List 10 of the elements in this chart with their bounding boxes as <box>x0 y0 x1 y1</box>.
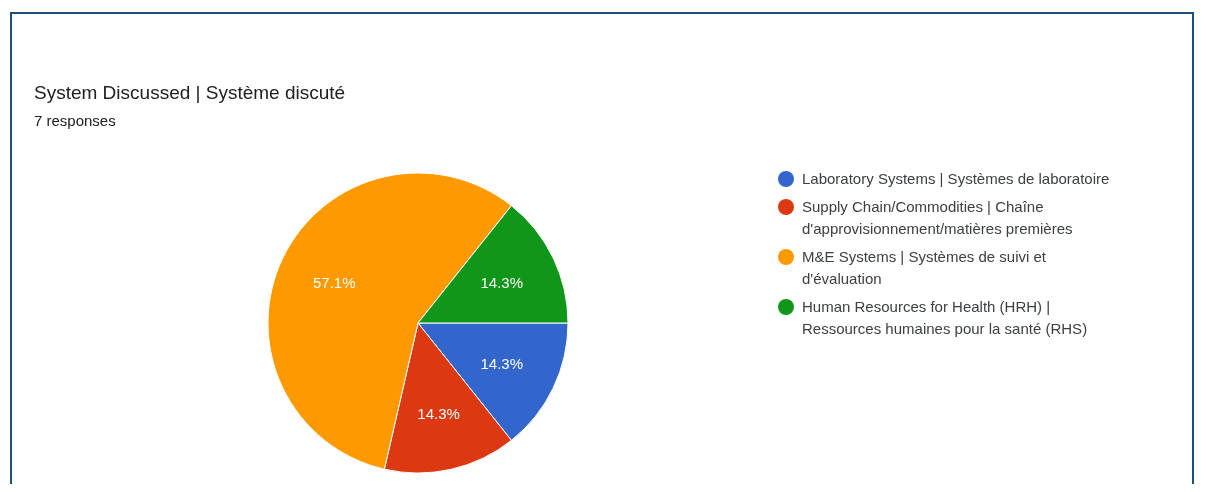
data-label: 14.3% <box>417 405 460 423</box>
legend-label: Supply Chain/Commodities | Chaîne d'approvisionnement/matières premières <box>802 197 1074 239</box>
data-label: 14.3% <box>480 354 524 372</box>
text: 7 responses <box>34 112 116 129</box>
chart-title: System Discussed | Système discuté <box>34 82 346 104</box>
legend-label: M&E Systems | Systèmes de suivi et d'évaluation <box>802 247 1047 289</box>
legend-label: Human Resources for Health (HRH) | Ressources humaines pour la santé (RHS) <box>802 297 1089 339</box>
data-label: 57.1% <box>312 274 356 292</box>
data-label: 14.3% <box>480 274 524 292</box>
legend-label: Laboratory Systems | Systèmes de laboratoire <box>802 169 1111 189</box>
